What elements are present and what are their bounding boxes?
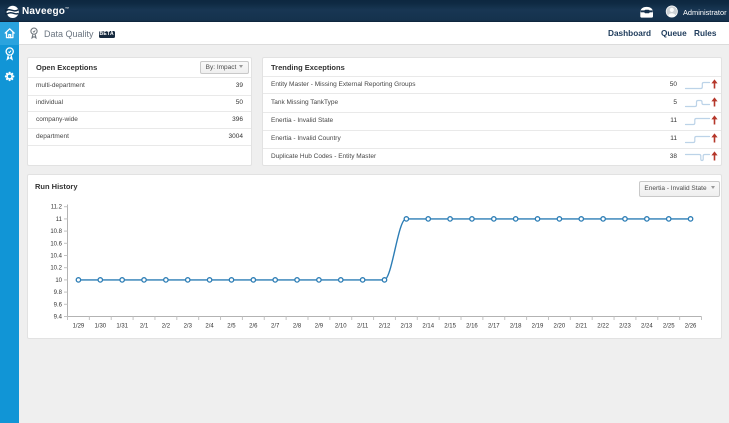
svg-text:2/19: 2/19 <box>532 324 544 330</box>
svg-text:2/21: 2/21 <box>575 324 587 330</box>
svg-text:2/1: 2/1 <box>140 324 149 330</box>
svg-text:10: 10 <box>55 278 62 284</box>
svg-text:2/11: 2/11 <box>357 324 369 330</box>
svg-text:2/12: 2/12 <box>379 324 391 330</box>
svg-text:2/22: 2/22 <box>597 324 609 330</box>
svg-text:9.8: 9.8 <box>54 290 63 296</box>
svg-text:2/10: 2/10 <box>335 324 347 330</box>
svg-text:2/18: 2/18 <box>510 324 522 330</box>
svg-text:2/14: 2/14 <box>422 324 434 330</box>
svg-text:2/2: 2/2 <box>162 324 171 330</box>
svg-text:2/6: 2/6 <box>249 324 258 330</box>
svg-text:1/31: 1/31 <box>116 324 128 330</box>
svg-text:9.4: 9.4 <box>54 315 63 321</box>
svg-text:2/26: 2/26 <box>685 324 697 330</box>
svg-text:2/15: 2/15 <box>444 324 456 330</box>
svg-text:1/30: 1/30 <box>94 324 106 330</box>
svg-text:2/16: 2/16 <box>466 324 478 330</box>
svg-text:2/17: 2/17 <box>488 324 500 330</box>
svg-text:2/5: 2/5 <box>227 324 236 330</box>
svg-text:2/13: 2/13 <box>401 324 413 330</box>
svg-text:2/9: 2/9 <box>315 324 324 330</box>
svg-text:1/29: 1/29 <box>73 324 85 330</box>
svg-text:2/23: 2/23 <box>619 324 631 330</box>
svg-text:10.8: 10.8 <box>50 229 62 235</box>
svg-text:2/24: 2/24 <box>641 324 653 330</box>
svg-text:2/3: 2/3 <box>184 324 193 330</box>
svg-text:2/25: 2/25 <box>663 324 675 330</box>
svg-text:11: 11 <box>56 217 63 223</box>
svg-text:11.2: 11.2 <box>51 205 63 211</box>
svg-text:2/20: 2/20 <box>554 324 566 330</box>
svg-text:10.2: 10.2 <box>50 266 62 272</box>
svg-text:10.4: 10.4 <box>50 254 62 260</box>
svg-text:9.6: 9.6 <box>54 302 63 308</box>
svg-text:2/4: 2/4 <box>205 324 214 330</box>
svg-text:10.6: 10.6 <box>50 241 62 247</box>
svg-text:2/7: 2/7 <box>271 324 280 330</box>
svg-text:2/8: 2/8 <box>293 324 302 330</box>
